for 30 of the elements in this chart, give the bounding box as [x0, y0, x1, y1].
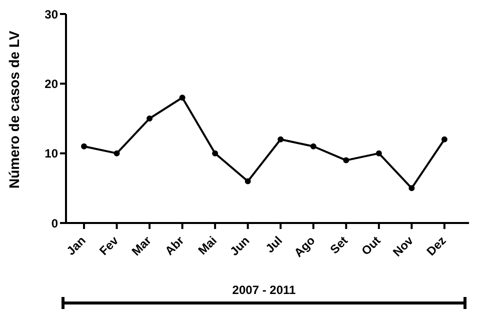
point: [343, 157, 350, 164]
x-tick-label: Set: [327, 233, 350, 257]
x-tick-label: Ago: [291, 233, 318, 260]
x-tick-label: Dez: [424, 233, 449, 258]
point: [81, 143, 88, 150]
y-axis-title: Número de casos de LV: [6, 30, 22, 188]
point: [310, 143, 316, 150]
x-tick-label: Mar: [128, 233, 154, 258]
y-tick-label: 10: [44, 146, 58, 161]
x-tick-label: Jun: [227, 233, 252, 258]
x-axis-title: 2007 - 2011: [231, 283, 297, 297]
point: [244, 178, 251, 184]
point: [114, 150, 120, 156]
point: [278, 136, 284, 142]
x-tick-label: Nov: [390, 233, 416, 260]
x-tick-label: Out: [358, 233, 384, 258]
x-tick-label: Abr: [162, 233, 187, 258]
point: [212, 150, 218, 156]
x-tick-label: Mai: [195, 233, 220, 258]
x-tick-label: Jul: [262, 233, 285, 256]
x-tick-label: Jan: [64, 233, 88, 258]
y-tick-label: 20: [44, 76, 58, 91]
point: [408, 185, 415, 192]
point: [441, 136, 448, 142]
y-tick-label: 0: [51, 216, 58, 230]
y-tick-label: 30: [44, 7, 58, 22]
point: [179, 94, 186, 101]
point: [146, 116, 153, 122]
x-tick-label: Fev: [96, 233, 122, 258]
point: [376, 150, 382, 156]
